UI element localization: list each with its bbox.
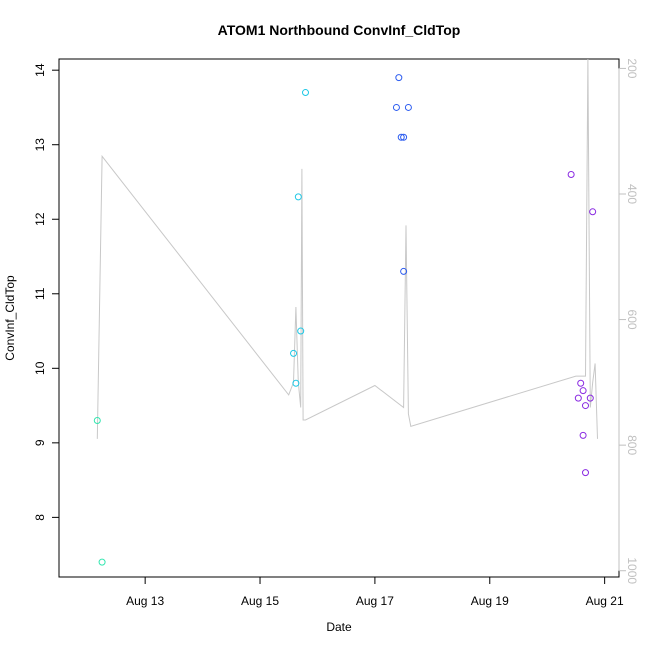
- x-tick-label: Aug 17: [356, 594, 394, 608]
- data-point: [579, 431, 587, 439]
- data-point: [395, 74, 403, 82]
- data-point: [98, 558, 106, 566]
- data-point: [292, 379, 300, 387]
- data-point: [290, 349, 298, 357]
- y-tick-label: 9: [33, 439, 47, 446]
- line-series: [96, 58, 598, 439]
- data-point: [579, 387, 587, 395]
- plot-frame: [58, 58, 620, 578]
- data-point: [400, 133, 408, 141]
- right-tick-label: 200: [625, 58, 639, 78]
- data-point: [297, 327, 305, 335]
- y-tick-label: 8: [33, 514, 47, 521]
- data-point: [574, 394, 582, 402]
- data-point: [404, 103, 412, 111]
- y-tick-label: 10: [33, 361, 47, 375]
- right-tick-label: 800: [625, 435, 639, 455]
- y-tick-label: 13: [33, 138, 47, 152]
- x-axis-label: Date: [326, 620, 352, 634]
- data-point: [586, 394, 594, 402]
- y-tick-label: 12: [33, 212, 47, 226]
- data-point: [400, 267, 408, 275]
- y-tick-label: 11: [33, 287, 47, 300]
- x-tick-label: Aug 19: [471, 594, 509, 608]
- data-point: [392, 103, 400, 111]
- x-axis: Aug 13 Aug 15 Aug 17 Aug 19 Aug 21: [126, 576, 624, 608]
- right-tick-label: 400: [625, 184, 639, 204]
- data-point: [589, 208, 597, 216]
- x-tick-label: Aug 15: [241, 594, 279, 608]
- data-point: [397, 133, 405, 141]
- data-point: [581, 469, 589, 477]
- y-axis-label: ConvInf_CldTop: [3, 275, 17, 361]
- data-point: [294, 193, 302, 201]
- y-axis: 8 9 10 11 12 13 14: [33, 63, 60, 521]
- right-tick-label: 600: [625, 310, 639, 330]
- line-series-path: [96, 58, 598, 439]
- x-tick-label: Aug 21: [586, 594, 624, 608]
- right-tick-label: 1000: [625, 557, 639, 584]
- x-tick-label: Aug 13: [126, 594, 164, 608]
- chart-title: ATOM1 Northbound ConvInf_CldTop: [218, 22, 461, 38]
- data-point: [301, 89, 309, 97]
- right-axis: 200 400 600 800 1000: [618, 58, 639, 584]
- data-point: [567, 171, 575, 179]
- scatter-points: [93, 74, 597, 566]
- y-tick-label: 14: [33, 63, 47, 77]
- data-point: [93, 416, 101, 424]
- data-point: [577, 379, 585, 387]
- data-point: [581, 402, 589, 410]
